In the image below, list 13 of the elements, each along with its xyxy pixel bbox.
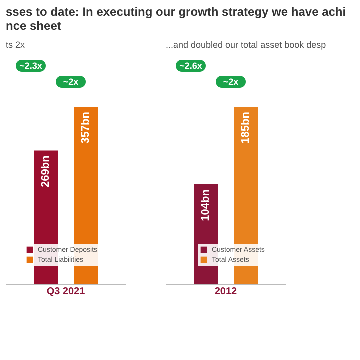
text: ~2x	[63, 77, 79, 87]
text: sses to date: In executing our growth strategy we have achi nce sheet	[6, 5, 346, 33]
text: ~2.3x	[20, 61, 42, 71]
text: ~2.6x	[180, 61, 202, 71]
data-label: 104bn	[200, 189, 212, 222]
x-tick-label: Q3 2021	[46, 286, 86, 298]
chart-subtitle: ts 2x	[6, 40, 26, 50]
chart-subtitle: ...and doubled our total asset book desp	[166, 40, 326, 50]
data-label: 357bn	[80, 112, 92, 144]
data-label: 185bn	[240, 112, 252, 144]
x-tick-label: 2012	[214, 286, 238, 298]
text: ~2x	[223, 77, 239, 87]
data-label: 269bn	[40, 155, 52, 188]
